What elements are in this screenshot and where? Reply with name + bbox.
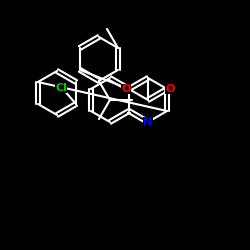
Text: N: N bbox=[144, 117, 152, 127]
Text: O: O bbox=[165, 84, 175, 94]
Text: Cl: Cl bbox=[55, 83, 67, 93]
Text: O: O bbox=[121, 84, 131, 94]
